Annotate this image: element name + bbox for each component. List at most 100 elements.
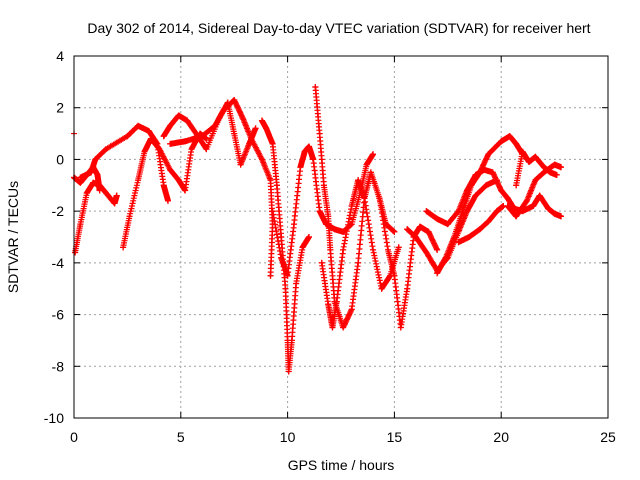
y-tick-label: -2 — [52, 203, 65, 219]
data-point — [498, 187, 505, 194]
data-point — [267, 177, 274, 184]
data-point — [493, 208, 500, 215]
data-point — [504, 202, 511, 209]
data-point — [305, 143, 312, 150]
data-point — [88, 169, 95, 176]
series-line — [321, 179, 400, 329]
data-point — [182, 138, 189, 145]
data-point — [442, 254, 449, 261]
data-point — [540, 164, 547, 171]
data-point — [434, 270, 441, 277]
y-tick-label: 4 — [56, 48, 64, 64]
data-point — [404, 226, 411, 233]
data-point — [77, 179, 84, 186]
series-markers — [72, 179, 120, 256]
data-point — [340, 246, 347, 253]
data-point — [355, 177, 362, 184]
data-point — [90, 179, 97, 186]
data-point — [285, 368, 292, 375]
data-point — [160, 182, 167, 189]
data-point — [167, 122, 174, 129]
data-point — [553, 171, 560, 178]
data-point — [203, 146, 210, 153]
data-point — [124, 133, 131, 140]
data-point — [184, 117, 191, 124]
data-point — [239, 115, 246, 122]
data-point — [126, 213, 133, 220]
data-point — [423, 249, 430, 256]
data-point — [511, 205, 518, 212]
series-line — [74, 181, 118, 253]
data-point — [147, 135, 154, 142]
data-point — [363, 161, 370, 168]
data-point — [299, 244, 306, 251]
y-tick-label: 2 — [56, 100, 64, 116]
data-point — [113, 192, 120, 199]
y-tick-label: -10 — [44, 410, 64, 426]
data-point — [167, 166, 174, 173]
series-sat-9 — [312, 84, 398, 331]
series-line — [80, 125, 169, 202]
data-point — [282, 285, 289, 292]
y-tick-label: -8 — [52, 358, 65, 374]
data-point — [348, 306, 355, 313]
data-point — [220, 107, 227, 114]
series-line — [458, 205, 504, 243]
data-point — [355, 259, 362, 266]
series-sat-15 — [455, 202, 507, 246]
data-point — [77, 174, 84, 181]
data-point — [466, 234, 473, 240]
data-point — [348, 221, 355, 228]
data-point — [340, 228, 347, 235]
data-point — [384, 246, 391, 253]
data-point — [237, 161, 244, 168]
data-point — [397, 324, 404, 331]
data-point — [258, 156, 265, 163]
x-axis-label: GPS time / hours — [288, 457, 395, 473]
x-tick-label: 5 — [177, 429, 185, 445]
series-line — [122, 132, 207, 248]
data-point — [263, 125, 270, 132]
data-point — [203, 135, 210, 142]
data-point — [558, 213, 565, 220]
data-point — [288, 337, 295, 344]
data-point — [135, 122, 142, 129]
data-point — [412, 234, 419, 240]
data-point — [94, 171, 101, 178]
data-point — [310, 156, 317, 163]
data-point — [175, 177, 182, 184]
data-point — [329, 324, 336, 331]
data-point — [211, 122, 218, 129]
data-point — [316, 208, 323, 215]
series-markers — [312, 84, 398, 331]
data-point — [305, 234, 312, 240]
data-point — [284, 272, 291, 279]
data-point — [333, 298, 340, 305]
data-point — [156, 146, 163, 153]
series-sat-11 — [376, 195, 441, 331]
series-sat-18 — [511, 192, 565, 220]
data-point — [532, 177, 539, 184]
x-tick-label: 25 — [600, 429, 616, 445]
data-point — [504, 195, 511, 202]
data-point — [472, 192, 479, 199]
data-point — [451, 234, 458, 240]
data-point — [103, 146, 110, 153]
series-sat-6 — [167, 96, 276, 279]
series-sat-5 — [160, 99, 259, 168]
data-point — [175, 112, 182, 119]
series-sat-2 — [72, 179, 120, 256]
data-point — [485, 218, 492, 225]
data-point — [532, 153, 539, 160]
data-point — [417, 223, 424, 230]
data-point — [120, 244, 127, 251]
data-point — [423, 208, 430, 215]
series-sat-14 — [434, 133, 526, 277]
data-point — [348, 202, 355, 209]
data-point — [444, 221, 451, 228]
data-point — [361, 195, 368, 202]
data-point — [252, 125, 259, 132]
data-point — [182, 187, 189, 194]
